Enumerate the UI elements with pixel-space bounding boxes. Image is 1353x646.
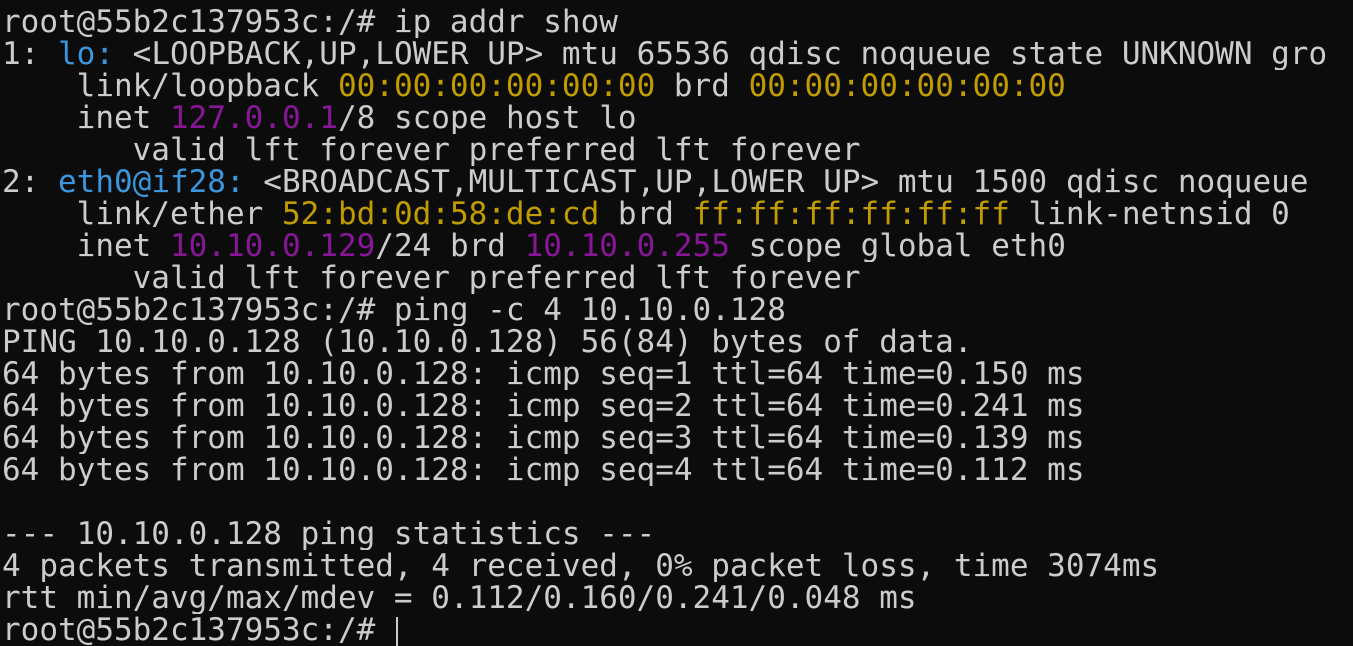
- terminal-text: valid_lft forever preferred_lft forever: [2, 134, 861, 166]
- terminal-line: inet 10.10.0.129/24 brd 10.10.0.255 scop…: [2, 230, 1353, 262]
- terminal-text: brd: [599, 198, 693, 230]
- terminal-text: 2:: [2, 166, 58, 198]
- terminal-text: scope global eth0: [729, 230, 1066, 262]
- terminal-line: root@55b2c137953c:/# ip addr show: [2, 6, 1353, 38]
- terminal-text: PING 10.10.0.128 (10.10.0.128) 56(84) by…: [2, 326, 973, 358]
- highlighted-text: 00:00:00:00:00:00: [337, 70, 656, 102]
- terminal-text: inet: [2, 102, 170, 134]
- terminal-line: [2, 486, 1353, 518]
- terminal-text: root@55b2c137953c:/# ip addr show: [2, 6, 618, 38]
- terminal-line: valid_lft forever preferred_lft forever: [2, 262, 1353, 294]
- terminal-line: 2: eth0@if28: <BROADCAST,MULTICAST,UP,LO…: [2, 166, 1353, 198]
- terminal-output: root@55b2c137953c:/# ip addr show 1: lo: …: [2, 6, 1353, 646]
- terminal-line: 64 bytes from 10.10.0.128: icmp_seq=2 tt…: [2, 390, 1353, 422]
- terminal-text: 64 bytes from 10.10.0.128: icmp_seq=1 tt…: [2, 358, 1085, 390]
- terminal-text: 64 bytes from 10.10.0.128: icmp_seq=4 tt…: [2, 454, 1085, 486]
- terminal-text: <BROADCAST,MULTICAST,UP,LOWER_UP> mtu 15…: [244, 166, 1309, 198]
- terminal-line: 4 packets transmitted, 4 received, 0% pa…: [2, 550, 1353, 582]
- terminal-text: link/ether: [2, 198, 282, 230]
- terminal-line: inet 127.0.0.1/8 scope host lo: [2, 102, 1353, 134]
- terminal-text: 64 bytes from 10.10.0.128: icmp_seq=3 tt…: [2, 422, 1085, 454]
- highlighted-text: 00:00:00:00:00:00: [748, 70, 1066, 102]
- terminal-line: 1: lo: <LOOPBACK,UP,LOWER_UP> mtu 65536 …: [2, 38, 1353, 70]
- terminal-text: 64 bytes from 10.10.0.128: icmp_seq=2 tt…: [2, 390, 1085, 422]
- highlighted-text: eth0@if28:: [58, 166, 245, 198]
- terminal-text: /24 brd: [375, 230, 525, 262]
- terminal-line: --- 10.10.0.128 ping statistics ---: [2, 518, 1353, 550]
- terminal-text: --- 10.10.0.128 ping statistics ---: [2, 518, 656, 550]
- terminal-text: root@55b2c137953c:/#: [2, 614, 394, 646]
- terminal-text: brd: [655, 70, 749, 102]
- terminal-line: link/ether 52:bd:0d:58:de:cd brd ff:ff:f…: [2, 198, 1353, 230]
- terminal-text: /8 scope host lo: [337, 102, 637, 134]
- terminal-line: root@55b2c137953c:/# ping -c 4 10.10.0.1…: [2, 294, 1353, 326]
- terminal-text: <LOOPBACK,UP,LOWER_UP> mtu 65536 qdisc n…: [114, 38, 1328, 70]
- terminal-text: rtt min/avg/max/mdev = 0.112/0.160/0.241…: [2, 582, 917, 614]
- terminal-line: root@55b2c137953c:/#: [2, 614, 1353, 646]
- terminal-text: link-netnsid 0: [1009, 198, 1290, 230]
- highlighted-text: 10.10.0.129: [169, 230, 376, 262]
- terminal-text: root@55b2c137953c:/# ping -c 4 10.10.0.1…: [2, 294, 786, 326]
- terminal-text: inet: [2, 230, 170, 262]
- cursor: [395, 616, 398, 646]
- terminal-text: valid_lft forever preferred_lft forever: [2, 262, 861, 294]
- terminal-line: valid_lft forever preferred_lft forever: [2, 134, 1353, 166]
- highlighted-text: lo:: [58, 38, 114, 70]
- highlighted-text: 52:bd:0d:58:de:cd: [281, 198, 600, 230]
- terminal-text: link/loopback: [2, 70, 338, 102]
- highlighted-text: 127.0.0.1: [169, 102, 338, 134]
- terminal-text: 4 packets transmitted, 4 received, 0% pa…: [2, 550, 1160, 582]
- highlighted-text: 10.10.0.255: [524, 230, 730, 262]
- terminal-line: 64 bytes from 10.10.0.128: icmp_seq=1 tt…: [2, 358, 1353, 390]
- terminal-line: 64 bytes from 10.10.0.128: icmp_seq=4 tt…: [2, 454, 1353, 486]
- terminal-text: 1:: [2, 38, 58, 70]
- terminal-line: 64 bytes from 10.10.0.128: icmp_seq=3 tt…: [2, 422, 1353, 454]
- terminal-line: PING 10.10.0.128 (10.10.0.128) 56(84) by…: [2, 326, 1353, 358]
- highlighted-text: ff:ff:ff:ff:ff:ff: [692, 198, 1010, 230]
- terminal-line: link/loopback 00:00:00:00:00:00 brd 00:0…: [2, 70, 1353, 102]
- terminal-line: rtt min/avg/max/mdev = 0.112/0.160/0.241…: [2, 582, 1353, 614]
